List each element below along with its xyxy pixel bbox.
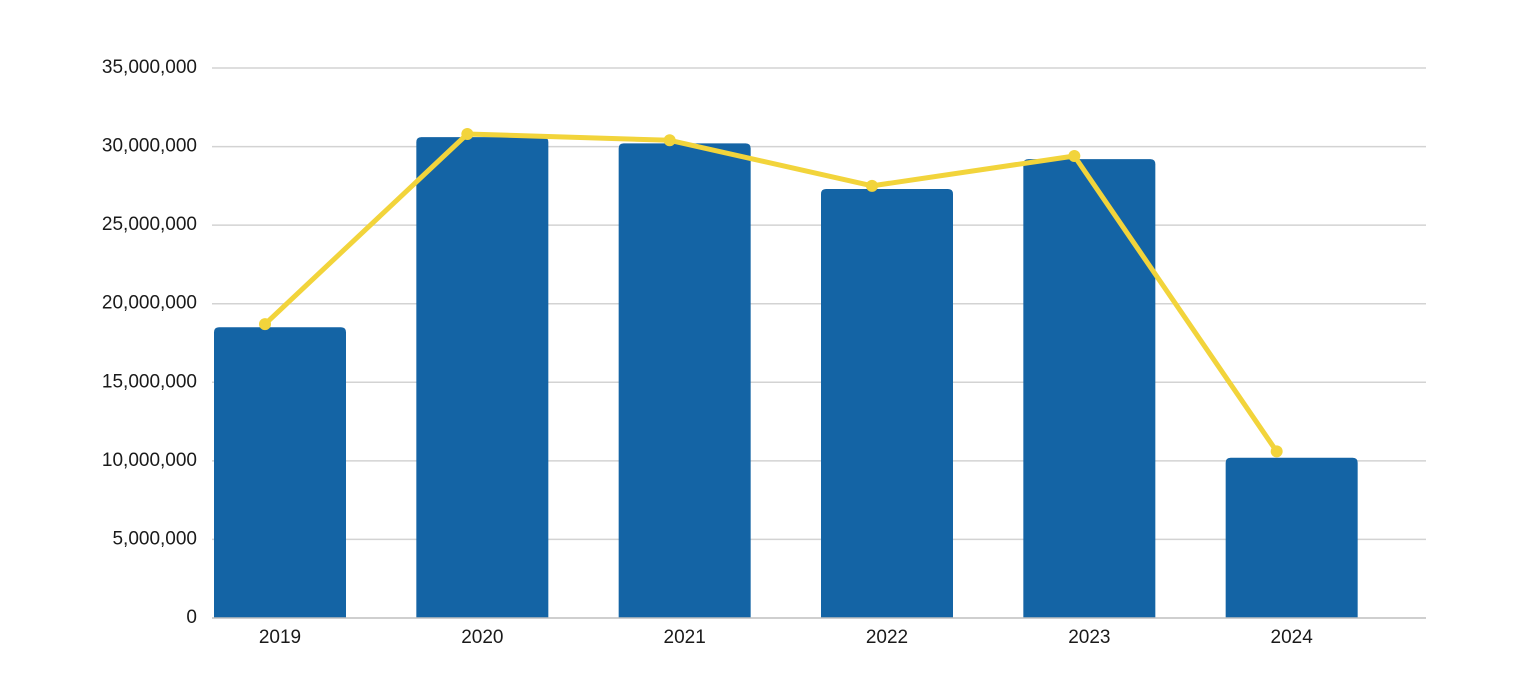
bar-2022 (821, 189, 953, 618)
line-point-2020 (461, 128, 474, 140)
y-tick-label: 35,000,000 (102, 57, 197, 78)
bar-2021 (618, 143, 751, 618)
x-tick-label: 2023 (1068, 627, 1110, 648)
bar-2023 (1023, 159, 1156, 618)
line-series (259, 128, 1283, 458)
y-tick-label: 5,000,000 (112, 528, 197, 549)
x-tick-label: 2021 (664, 627, 706, 648)
line-point-2021 (663, 134, 676, 147)
bar-2019 (214, 327, 346, 618)
bar-2020 (416, 137, 549, 618)
line-series-path (262, 131, 1280, 454)
x-tick-label: 2024 (1271, 627, 1314, 648)
line-point-2019 (259, 318, 271, 331)
line-point-2024 (1270, 445, 1283, 458)
y-tick-label: 25,000,000 (102, 214, 197, 235)
x-tick-label: 2020 (461, 627, 503, 648)
x-tick-label: 2022 (866, 627, 908, 648)
line-point-2023 (1068, 150, 1081, 162)
y-axis-tick-labels: 0 5,000,000 10,000,000 15,000,000 20,000,000… (102, 57, 197, 628)
y-tick-label: 15,000,000 (102, 371, 197, 392)
line-point-2022 (866, 179, 878, 192)
x-axis-tick-labels: 2019 2020 2021 2022 2023 2024 (259, 627, 1313, 648)
x-tick-label: 2019 (259, 627, 301, 648)
bar-2024 (1225, 457, 1358, 618)
y-tick-label: 0 (186, 607, 197, 628)
y-tick-label: 30,000,000 (102, 136, 197, 157)
y-tick-label: 10,000,000 (102, 450, 197, 471)
gridlines (212, 67, 1426, 541)
y-tick-label: 20,000,000 (102, 293, 197, 314)
bar-series (214, 137, 1358, 618)
